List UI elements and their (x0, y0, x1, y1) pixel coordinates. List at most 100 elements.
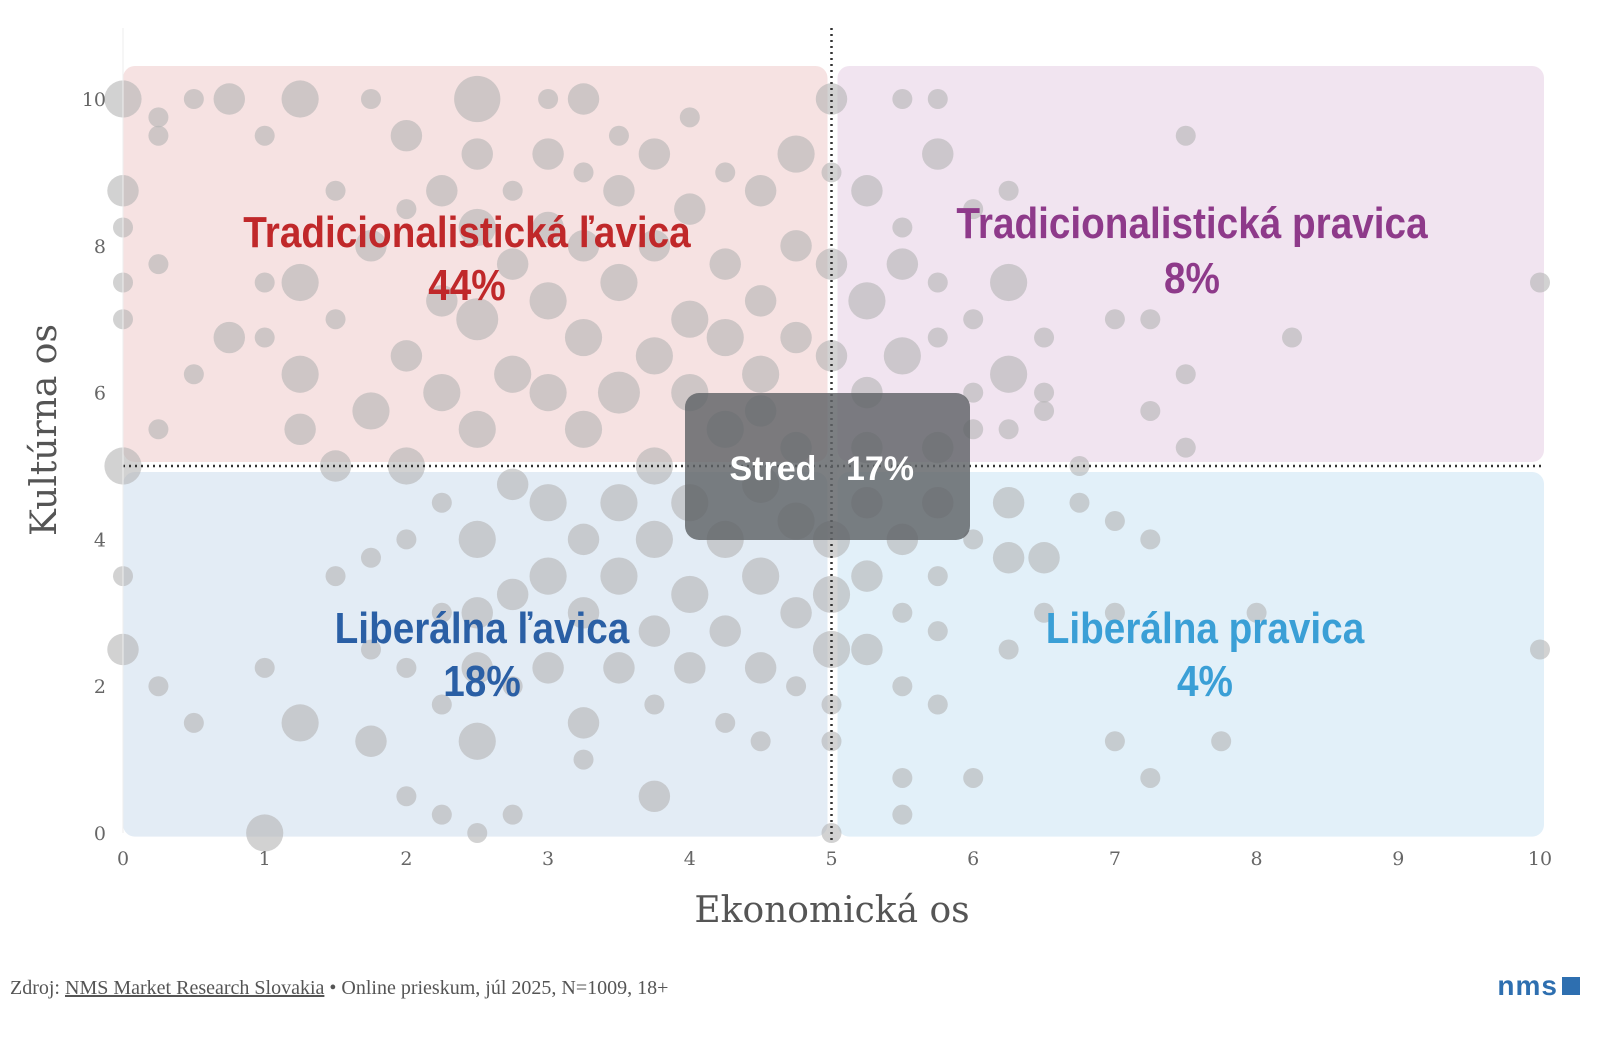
bubble (573, 162, 594, 183)
bubble (529, 374, 567, 412)
bubble (1246, 602, 1267, 623)
bubble (254, 272, 275, 293)
bubble (998, 639, 1019, 660)
bubble (815, 83, 848, 115)
bubble (461, 138, 493, 170)
nms-logo: nms (1497, 970, 1580, 1002)
bubble (458, 208, 496, 247)
bubble (461, 597, 493, 629)
bubble (458, 722, 496, 760)
bubble (927, 621, 948, 642)
bubble (567, 523, 600, 556)
y-axis-label: Kultúrna os (24, 324, 65, 536)
bubble (1530, 639, 1550, 660)
bubble (431, 602, 452, 623)
bubble (1034, 327, 1055, 348)
bubble (815, 248, 848, 280)
bubble (496, 578, 529, 611)
bubble (1034, 602, 1055, 623)
bubble (742, 557, 780, 595)
bubble (567, 230, 600, 262)
bubble (1140, 400, 1161, 421)
bubble (638, 780, 671, 813)
y-tick-label: 4 (94, 529, 106, 551)
bubble (1530, 272, 1550, 293)
y-tick-label: 0 (94, 823, 106, 845)
bubble (886, 248, 919, 280)
bubble (390, 340, 423, 372)
center-box: Stred 17% (685, 393, 970, 540)
bubble (1104, 309, 1125, 330)
bubble (963, 767, 984, 788)
bubble (461, 652, 493, 684)
bubble (922, 138, 954, 170)
bubble (458, 410, 496, 448)
bubble (325, 180, 346, 201)
x-tick-label: 0 (117, 848, 129, 870)
bubble (963, 309, 984, 330)
bubble (1104, 511, 1125, 532)
bubble (1034, 382, 1055, 403)
bubble (780, 321, 812, 354)
bubble (529, 484, 567, 522)
bubble (456, 298, 499, 341)
bubble (851, 175, 883, 207)
bubble (423, 374, 461, 412)
bubble (390, 119, 423, 152)
bubble (638, 230, 671, 262)
bubble (532, 138, 564, 170)
quadrant-value: 18% (443, 656, 520, 706)
x-tick-label: 9 (1392, 848, 1404, 870)
bubble (990, 263, 1028, 302)
bubble (529, 557, 567, 595)
bubble (777, 135, 815, 173)
bubble (679, 107, 700, 128)
bubble (927, 694, 948, 715)
bubble (992, 542, 1025, 574)
quadrant-name: Tradicionalistická pravica (956, 198, 1428, 248)
bubble (608, 125, 629, 146)
bubble (851, 633, 883, 666)
quadrant-name: Liberálna ľavica (335, 603, 631, 653)
bubble (454, 75, 501, 123)
bubble (1175, 364, 1196, 385)
bubble (644, 694, 665, 715)
center-value: 17% (846, 450, 914, 488)
bubble (600, 484, 638, 522)
bubble (744, 652, 777, 684)
bubble (821, 694, 842, 715)
bubble (990, 355, 1028, 393)
bubble (396, 529, 417, 550)
bubble (502, 180, 523, 201)
bubble (1104, 602, 1125, 623)
x-tick-label: 1 (259, 848, 271, 870)
bubble (246, 814, 284, 852)
bubble (396, 657, 417, 678)
bubble (281, 80, 319, 118)
bubble (1282, 327, 1303, 348)
bubble (431, 492, 452, 513)
bubble (600, 263, 638, 302)
bubble (502, 804, 523, 825)
x-tick-label: 3 (542, 848, 554, 870)
bubble (963, 199, 984, 220)
axis-ticks: 0 1 2 3 4 5 6 7 8 9 10 0 2 4 6 8 10 (82, 89, 1552, 870)
source-link[interactable]: NMS Market Research Slovakia (65, 977, 325, 999)
bubble (1175, 125, 1196, 146)
bubble (148, 676, 169, 697)
bubble (998, 180, 1019, 201)
bubble (529, 282, 567, 320)
bubble (603, 652, 635, 684)
bubble (963, 382, 984, 403)
bubble (597, 371, 640, 414)
bubble (567, 597, 600, 629)
bubble (744, 175, 777, 207)
bubble (355, 725, 387, 757)
bubble (183, 89, 204, 109)
logo-text: nms (1497, 970, 1558, 1001)
bubble (567, 707, 600, 739)
bubble (396, 786, 417, 807)
bubble (892, 804, 913, 825)
source-details: • Online prieskum, júl 2025, N=1009, 18+ (324, 977, 669, 999)
